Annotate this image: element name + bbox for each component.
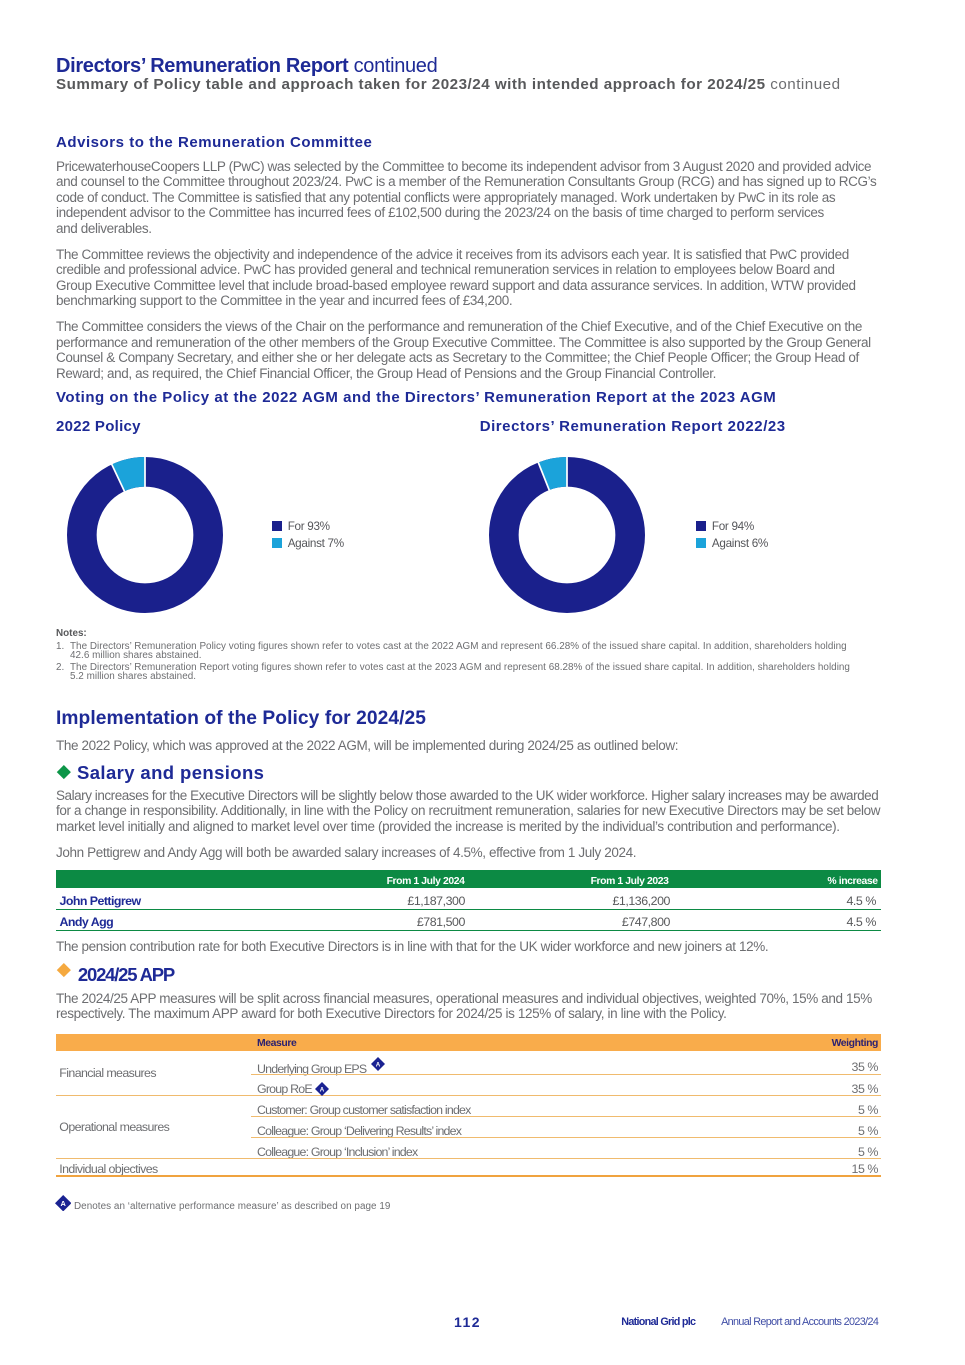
svg-text:A: A [60,1199,66,1208]
svg-text:A: A [376,1061,381,1068]
svg-text:A: A [320,1086,325,1093]
